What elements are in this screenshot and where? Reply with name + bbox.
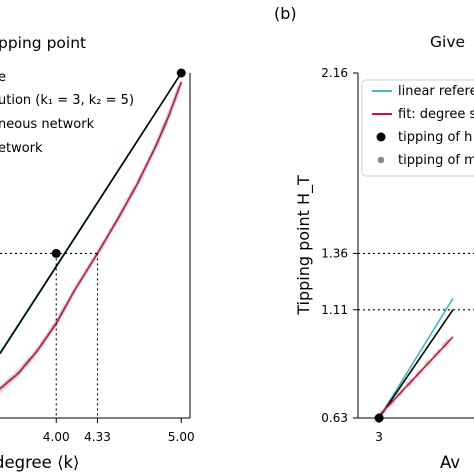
panel-a-tipping-point (51, 248, 61, 258)
panel-a-mixture-point (0, 388, 3, 393)
panel-a-legend-entry-1: e (0, 70, 6, 85)
panel-b-legend-mixture-swatch (377, 156, 385, 164)
panel-a-x-tick-label: 5.00 (168, 430, 195, 444)
panel-b-x-axis-label: Av (440, 453, 460, 472)
panel-a-legend: e ution (k₁ = 3, k₂ = 5) neous network e… (0, 70, 134, 156)
panel-b-fit-line (378, 336, 454, 417)
panel-a-x-ticks: 4.00 4.33 5.00 (43, 418, 195, 444)
panel-b-legend: linear refere fit: degree s tipping of h… (361, 79, 474, 177)
panel-b-label: (b) (274, 4, 297, 23)
panel-b-title: Give (430, 33, 465, 51)
panel-b-y-axis-label: Tipping point H_T (294, 175, 314, 316)
panel-a-x-tick-label: 4.33 (84, 430, 111, 444)
panel-b-homogeneous-line (378, 309, 454, 419)
panel-b-x-ticks: 3 (375, 418, 383, 444)
panel-b: (b) Give 0.63 1.11 1.36 2.16 3 Tipping poin… (274, 4, 474, 472)
panel-a-legend-entry-3: neous network (0, 117, 95, 132)
panel-b-linear-line (378, 298, 454, 419)
panel-b-series (378, 298, 454, 419)
panel-a-tipping-point (176, 68, 186, 78)
panel-b-y-ticks: 0.63 1.11 1.36 2.16 (321, 66, 358, 425)
panel-a-x-axis-label: degree ⟨k⟩ (0, 453, 80, 472)
panel-b-legend-mixture: tipping of m (398, 153, 474, 168)
panel-a-tipping-points (51, 68, 186, 258)
panel-a-title: pping point (0, 34, 86, 52)
panel-a-x-tick-label: 4.00 (43, 430, 70, 444)
panel-b-y-tick-label: 1.36 (321, 246, 348, 260)
panel-b-legend-frame (361, 79, 474, 177)
panel-b-legend-homogeneous: tipping of h (398, 130, 472, 145)
panel-b-x-tick-label: 3 (375, 430, 383, 444)
panel-a-legend-entry-2: ution (k₁ = 3, k₂ = 5) (0, 93, 134, 108)
panel-b-reference-lines (358, 252, 474, 311)
panel-b-y-tick-label: 1.11 (321, 303, 348, 317)
panel-a-reference-lines (0, 252, 99, 418)
panel-b-y-tick-label: 0.63 (321, 411, 348, 425)
panel-a: pping point 4.00 4.33 5.00 degree ⟨k⟩ e ut… (0, 34, 195, 472)
panel-a-mixture-point (0, 388, 2, 393)
panel-b-legend-linear: linear refere (398, 84, 474, 99)
panel-b-legend-homogeneous-swatch (376, 132, 386, 142)
panel-a-homogeneous-line (0, 72, 182, 355)
panel-b-legend-fit: fit: degree s (398, 107, 474, 122)
panel-b-y-axis-label-text: Tipping point H_T (294, 175, 314, 316)
panel-b-y-tick-label: 2.16 (321, 66, 348, 80)
panel-a-legend-entry-4: etwork (0, 141, 43, 156)
